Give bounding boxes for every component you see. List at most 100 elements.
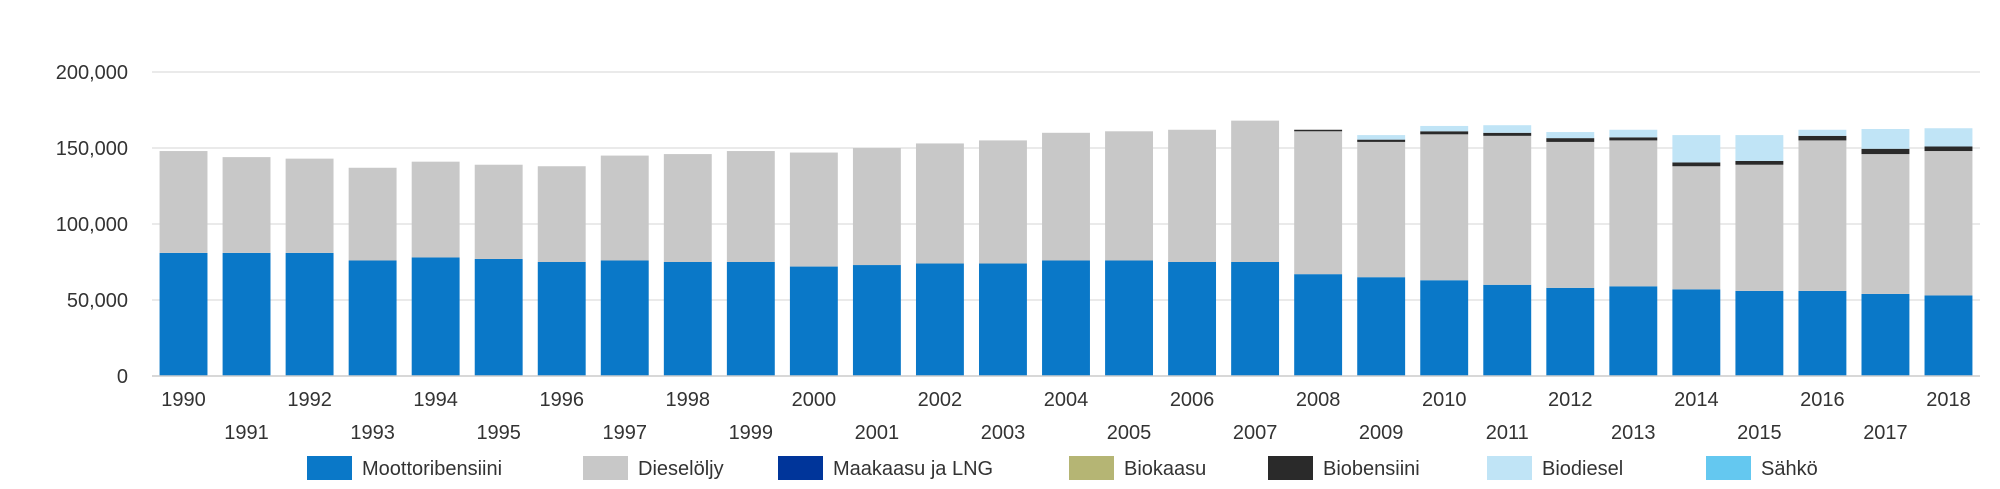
bar-segment [1420, 134, 1469, 281]
bar-segment [1924, 128, 1973, 147]
x-tick-label: 2002 [918, 389, 963, 411]
legend-swatch [1706, 456, 1751, 480]
x-tick-label: 1999 [729, 422, 774, 444]
bar-segment [411, 257, 460, 376]
bar-segment [1420, 280, 1469, 376]
x-tick-label: 2017 [1863, 422, 1908, 444]
x-tick-label: 2001 [855, 422, 900, 444]
legend-label: Moottoribensiini [362, 458, 502, 480]
bar-segment [1735, 160, 1784, 165]
bar-segment [537, 262, 586, 376]
legend-swatch [1487, 456, 1532, 480]
bar-segment [1042, 132, 1090, 261]
bar-segment [1294, 274, 1343, 376]
x-tick-label: 2012 [1548, 389, 1593, 411]
bar-segment [222, 157, 271, 253]
bar-segment [1357, 141, 1406, 278]
x-tick-label: 2009 [1359, 422, 1404, 444]
x-tick-label: 2005 [1107, 422, 1152, 444]
bar-segment [1735, 290, 1784, 376]
bar-segment [726, 151, 775, 262]
bar-segment [1546, 287, 1595, 376]
bar-segment [537, 166, 586, 262]
legend-swatch [307, 456, 352, 480]
x-tick-label: 1996 [539, 389, 584, 411]
bar-segment [1924, 146, 1973, 152]
x-tick-label: 2004 [1044, 389, 1089, 411]
bar-segment [1231, 120, 1280, 262]
legend-label: Sähkö [1761, 458, 1818, 480]
bar-segment [1420, 125, 1469, 132]
bar-segment [474, 258, 523, 376]
bar-segment [411, 161, 460, 258]
bar-segment [1861, 293, 1910, 376]
x-tick-label: 2003 [981, 422, 1026, 444]
bar-segment [600, 260, 649, 376]
bar-segment [852, 265, 901, 376]
bar-segment [348, 167, 397, 261]
x-tick-label: 1992 [287, 389, 332, 411]
bar-segment [1609, 137, 1658, 141]
x-tick-label: 1991 [224, 422, 269, 444]
legend-swatch [583, 456, 628, 480]
y-tick-label: 50,000 [67, 290, 128, 312]
x-tick-label: 2015 [1737, 422, 1782, 444]
bar-segment [1672, 135, 1721, 163]
bar-segment [1924, 295, 1973, 376]
bar-segment [348, 260, 397, 376]
bar-segment [1924, 151, 1973, 296]
bar-segment [1357, 135, 1406, 140]
x-tick-label: 2013 [1611, 422, 1656, 444]
bar-segment [1672, 289, 1721, 376]
legend-label: Dieselöljy [638, 458, 724, 480]
bar-segment [1105, 131, 1153, 261]
bar-segment [1546, 138, 1595, 142]
bar-segment [1609, 129, 1658, 138]
bar-segment [1231, 262, 1280, 376]
bar-segment [1042, 260, 1090, 376]
x-tick-label: 1997 [603, 422, 648, 444]
bar-segment [1672, 162, 1721, 167]
bar-segment [789, 152, 838, 267]
x-tick-label: 2008 [1296, 389, 1341, 411]
bar-segment [1735, 164, 1784, 291]
bar-segment [1798, 135, 1847, 141]
x-tick-label: 2006 [1170, 389, 1215, 411]
bar-segment [1798, 290, 1847, 376]
bar-segment [979, 263, 1027, 376]
x-tick-label: 2018 [1926, 389, 1971, 411]
x-tick-label: 1990 [161, 389, 206, 411]
bar-segment [789, 266, 838, 376]
y-tick-label: 200,000 [56, 62, 128, 84]
bars-layer [159, 120, 1973, 376]
bar-segment [1861, 148, 1910, 155]
legend-swatch [778, 456, 823, 480]
bar-segment [915, 263, 964, 376]
axis-layer: 0 50,000 100,000 150,000 200,000 1990 1991 1992… [56, 62, 1980, 444]
legend-swatch [1069, 456, 1114, 480]
legend-label: Maakaasu ja LNG [833, 458, 993, 480]
x-tick-label: 1995 [476, 422, 521, 444]
bar-segment [1861, 154, 1910, 294]
bar-segment [1420, 131, 1469, 135]
legend: Moottoribensiini Dieselöljy Maakaasu ja LN… [307, 456, 1818, 480]
bar-segment [1483, 135, 1532, 285]
bar-segment [1294, 129, 1343, 132]
bar-segment [1294, 131, 1343, 275]
x-tick-label: 2007 [1233, 422, 1278, 444]
bar-segment [915, 143, 964, 264]
bar-segment [1609, 286, 1658, 376]
x-tick-label: 2011 [1486, 422, 1529, 444]
x-tick-label: 2014 [1674, 389, 1719, 411]
bar-segment [979, 140, 1027, 264]
legend-label: Biokaasu [1124, 458, 1206, 480]
x-tick-label: 2010 [1422, 389, 1467, 411]
legend-swatch [1268, 456, 1313, 480]
bar-segment [159, 151, 208, 253]
bar-segment [1609, 140, 1658, 287]
bar-segment [663, 262, 712, 376]
y-tick-label: 0 [117, 366, 128, 388]
y-tick-label: 150,000 [56, 138, 128, 160]
